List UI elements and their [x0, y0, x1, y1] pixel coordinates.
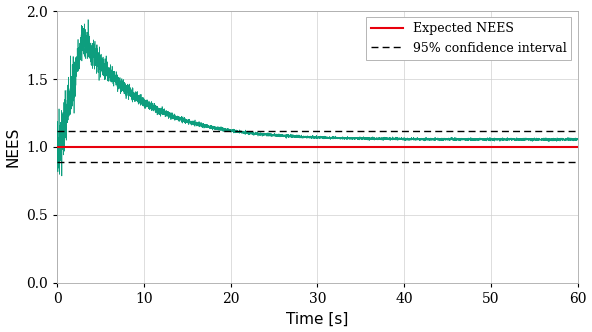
Legend: Expected NEES, 95% confidence interval: Expected NEES, 95% confidence interval	[366, 17, 571, 59]
95% confidence interval	[53, 129, 60, 133]
Y-axis label: NEES: NEES	[5, 127, 21, 167]
X-axis label: Time [s]: Time [s]	[286, 311, 349, 326]
95% confidence interval	[62, 129, 69, 133]
Expected NEES	[62, 145, 69, 149]
Expected NEES	[53, 145, 60, 149]
